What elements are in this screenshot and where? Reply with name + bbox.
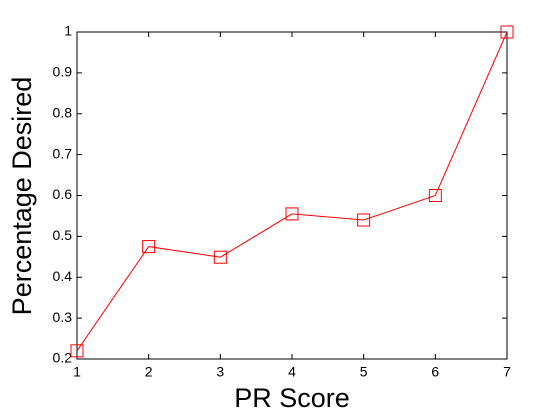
x-tick-label: 2 [145, 364, 153, 380]
data-marker [357, 213, 371, 227]
data-marker [142, 240, 156, 254]
y-tick-label: 0.5 [53, 227, 73, 243]
y-tick-label: 1 [64, 23, 72, 39]
x-tick-label: 7 [503, 364, 511, 380]
x-tick-label: 6 [431, 364, 439, 380]
data-marker [428, 189, 442, 202]
x-tick-label: 5 [360, 364, 368, 380]
x-axis-label: PR Score [234, 383, 350, 413]
x-tick-label: 1 [73, 364, 81, 380]
data-marker [285, 207, 299, 221]
x-tick-label: 4 [288, 364, 296, 380]
y-axis-label: Percentage Desired [7, 77, 37, 316]
y-tick-label: 0.3 [53, 309, 73, 325]
y-tick-label: 0.8 [53, 104, 73, 120]
y-tick-label: 0.6 [53, 186, 73, 202]
y-tick-label: 0.7 [53, 145, 73, 161]
y-tick-label: 0.9 [53, 64, 73, 80]
data-marker [500, 25, 514, 39]
data-marker [70, 344, 84, 358]
y-tick-label: 0.2 [53, 350, 73, 366]
y-tick-label: 0.4 [53, 268, 73, 284]
x-tick-label: 3 [216, 364, 224, 380]
data-line [76, 31, 508, 352]
data-marker [213, 250, 227, 264]
